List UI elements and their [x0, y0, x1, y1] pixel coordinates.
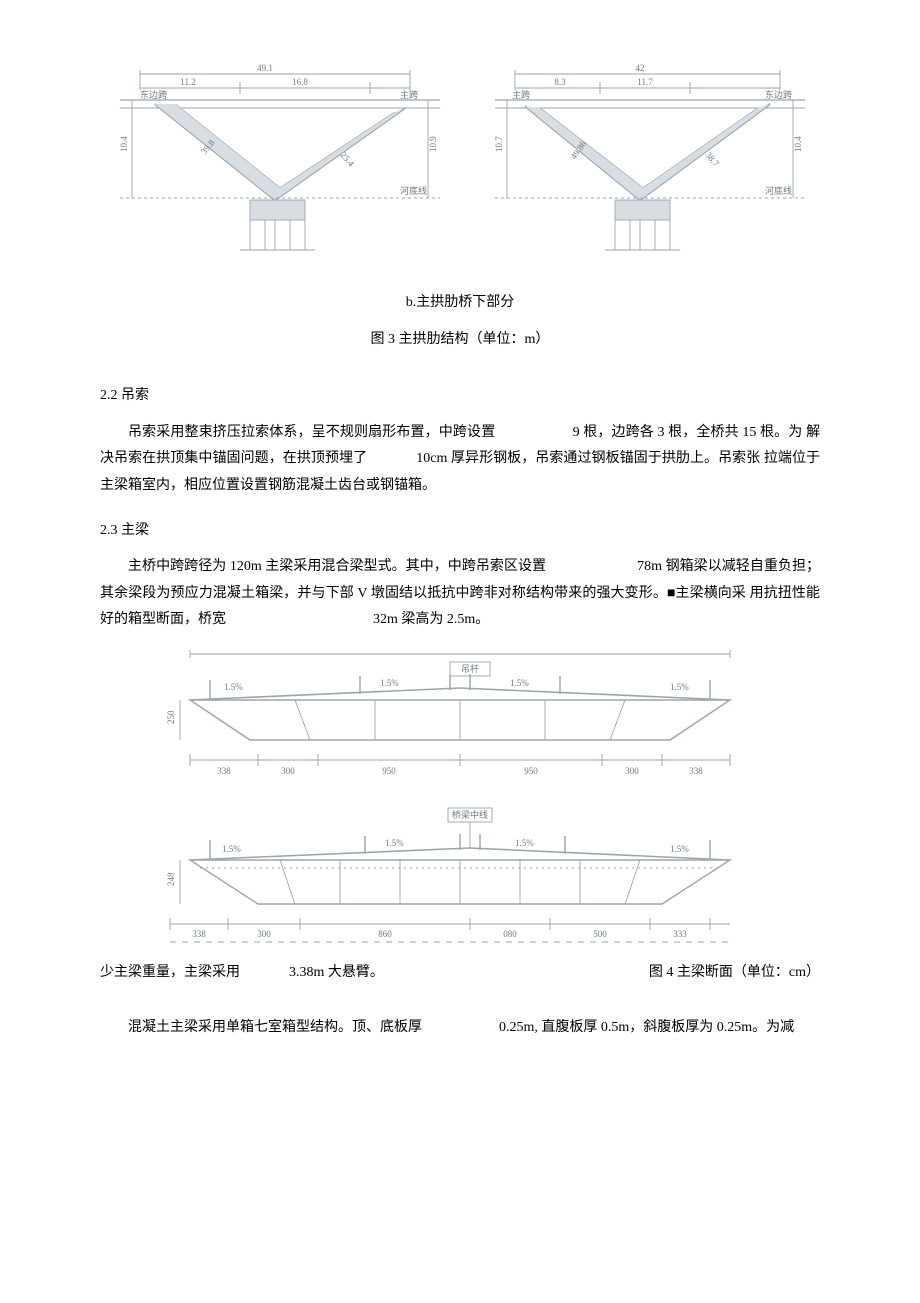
section-2-3-heading: 2.3 主梁 [100, 518, 820, 545]
f3l-riverbed: 河底线 [400, 185, 427, 196]
figure4-top: 吊杆 1.5% 1.5% 1.5% 1.5% 250 338 300 950 9… [100, 644, 820, 794]
f4t-center: 吊杆 [461, 663, 479, 674]
f3l-top-left-label: 东边跨 [140, 89, 167, 100]
f3r-top-right-label: 东边跨 [765, 89, 792, 100]
figure3-row: 东边跨 主跨 49.1 11.2 16.8 39.8 25.4 10.4 10.… [100, 60, 820, 260]
s23-p1a: 主桥中跨跨径为 120m 主梁采用混合梁型式。其中，中跨吊索区设置 [128, 559, 546, 574]
f4b-d2: 860 [378, 929, 392, 939]
figure3-sub-caption: b.主拱肋桥下部分 [100, 290, 820, 317]
f3r-vert-right: 10.4 [793, 136, 803, 152]
f4b-d5: 333 [673, 929, 687, 939]
f3r-dim-b: 11.7 [637, 77, 653, 87]
f3l-top-right-label: 主跨 [400, 89, 418, 100]
s22-v1: 9 根，边跨各 3 根，全桥共 15 根。为 [573, 425, 803, 440]
f4b-center: 桥梁中线 [452, 809, 488, 820]
s22-v2: 10cm 厚异形钢板，吊索通过钢板锚固于拱肋上。吊索张 [416, 451, 760, 466]
section-2-2-heading: 2.2 吊索 [100, 383, 820, 410]
f4b-slope2: 1.5% [385, 838, 404, 848]
s23-p1b: 78m 钢箱梁以减轻自重负担； [637, 559, 820, 574]
f4t-d4: 300 [625, 766, 639, 776]
f3r-vert-left: 10.7 [494, 136, 504, 152]
s22-t1: 吊索采用整束挤压拉索体系，呈不规则扇形布置，中跨设置 [128, 425, 495, 440]
f4t-slope1: 1.5% [224, 682, 243, 692]
f4b-d0: 338 [192, 929, 206, 939]
tail1b: 3.38m 大悬臂。 [289, 965, 384, 980]
figure3-left: 东边跨 主跨 49.1 11.2 16.8 39.8 25.4 10.4 10.… [100, 60, 460, 260]
f3r-dim-a: 8.3 [554, 77, 566, 87]
tail-line1: 少主梁重量，主梁采用 3.38m 大悬臂。 [100, 960, 384, 987]
f4t-d5: 338 [689, 766, 703, 776]
f4b-h: 248 [166, 872, 176, 886]
f4b-slope1: 1.5% [222, 844, 241, 854]
f4t-d1: 300 [281, 766, 295, 776]
f4t-d2: 950 [382, 766, 396, 776]
f4t-d3: 950 [524, 766, 538, 776]
f4t-slope2: 1.5% [380, 678, 399, 688]
section-2-3-para1: 主桥中跨跨径为 120m 主梁采用混合梁型式。其中，中跨吊索区设置 78m 钢箱… [100, 554, 820, 634]
f4b-d3: 080 [503, 929, 517, 939]
f3r-arm-right: 38.7 [703, 150, 721, 169]
figure3-caption: 图 3 主拱肋结构（单位：m） [100, 327, 820, 354]
figure4-bottom: 桥梁中线 1.5% 1.5% 1.5% 1.5% 248 338 300 860… [100, 804, 820, 954]
section-2-2-para: 吊索采用整束挤压拉索体系，呈不规则扇形布置，中跨设置 9 根，边跨各 3 根，全… [100, 420, 820, 500]
f4t-d0: 338 [217, 766, 231, 776]
f3l-vert-right: 10.9 [428, 136, 438, 152]
f3l-dim-a: 11.2 [180, 77, 195, 87]
figure4-caption: 图 4 主梁断面（单位：cm） [649, 960, 820, 987]
f3r-top-left-label: 主跨 [512, 89, 530, 100]
f3r-riverbed: 河底线 [765, 185, 792, 196]
s23-p2b: 32m 梁高为 2.5m。 [373, 612, 489, 627]
f4b-d4: 500 [593, 929, 607, 939]
tail2a: 混凝土主梁采用单箱七室箱型结构。顶、底板厚 [128, 1020, 422, 1035]
f3l-dim-total: 49.1 [257, 63, 273, 73]
f3l-dim-b: 16.8 [292, 77, 308, 87]
figure3-right: 主跨 东边跨 42 8.3 11.7 49.86 38.7 10.7 10.4 … [480, 60, 820, 260]
f4t-h: 250 [166, 710, 176, 724]
f4b-d1: 300 [257, 929, 271, 939]
f4b-slope4: 1.5% [670, 844, 689, 854]
f3l-vert-left: 10.4 [119, 136, 129, 152]
f4b-slope3: 1.5% [515, 838, 534, 848]
f4t-slope3: 1.5% [510, 678, 529, 688]
tail-line2: 混凝土主梁采用单箱七室箱型结构。顶、底板厚 0.25m, 直腹板厚 0.5m，斜… [100, 1015, 820, 1042]
tail1a: 少主梁重量，主梁采用 [100, 965, 240, 980]
tail2b: 0.25m, 直腹板厚 0.5m，斜腹板厚为 0.25m。为减 [499, 1020, 794, 1035]
f3r-dim-total: 42 [636, 63, 645, 73]
f4t-slope4: 1.5% [670, 682, 689, 692]
